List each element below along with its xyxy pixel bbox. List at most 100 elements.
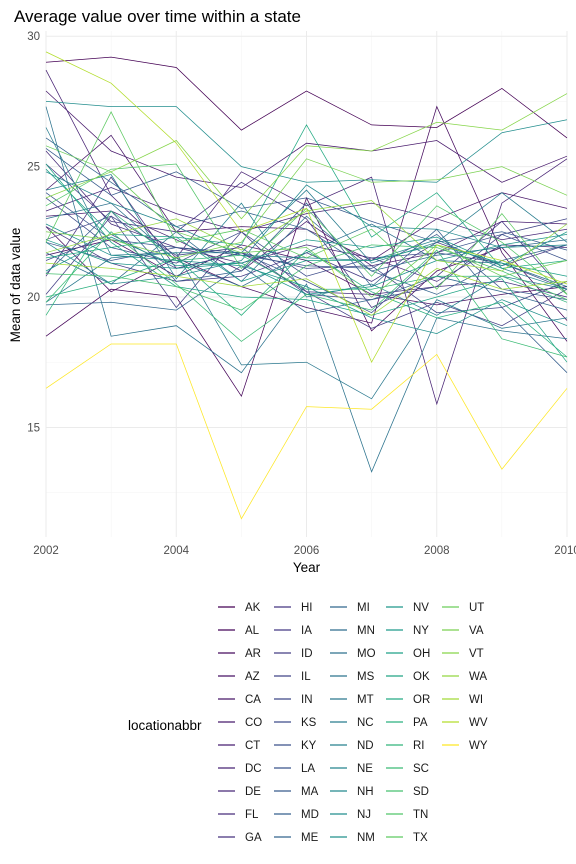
x-tick-label: 2002 — [33, 545, 59, 557]
series-line-sd — [45, 244, 568, 311]
legend-label-ok: OK — [413, 671, 430, 683]
series-line-sc — [45, 231, 568, 358]
series-line-me — [45, 137, 568, 295]
legend-label-ma: MA — [301, 786, 319, 798]
series-line-or — [45, 124, 568, 269]
series-line-ks — [45, 197, 568, 290]
legend-label-ne: NE — [357, 763, 373, 775]
y-axis-ticks: 15 20 25 30 — [27, 31, 40, 434]
series-line-md — [45, 202, 568, 373]
series-line-mi — [45, 265, 568, 314]
y-tick-label: 30 — [27, 31, 40, 43]
x-tick-label: 2004 — [163, 545, 189, 557]
x-axis-label: Year — [293, 560, 321, 575]
legend: AK AL AR AZ CA CO CT DC DE FL GA HI IA ID IL IN KS KY LA MA… — [218, 602, 488, 844]
legend-label-mi: MI — [357, 602, 370, 614]
x-tick-label: 2010 — [554, 545, 576, 557]
legend-label-ca: CA — [245, 694, 261, 706]
series-line-ny — [45, 231, 568, 272]
legend-label-mn: MN — [357, 625, 375, 637]
legend-label-va: VA — [469, 625, 484, 637]
series-line-mo — [45, 202, 568, 288]
legend-title: locationabbr — [128, 718, 202, 733]
legend-label-ia: IA — [301, 625, 312, 637]
legend-label-wi: WI — [469, 694, 483, 706]
legend-label-az: AZ — [245, 671, 260, 683]
legend-label-in: IN — [301, 694, 313, 706]
legend-label-vt: VT — [469, 648, 484, 660]
legend-label-tx: TX — [413, 832, 428, 844]
legend-label-mt: MT — [357, 694, 374, 706]
y-tick-label: 20 — [27, 292, 40, 304]
legend-label-il: IL — [301, 671, 311, 683]
legend-label-co: CO — [245, 717, 262, 729]
legend-label-wy: WY — [469, 740, 488, 752]
legend-label-ky: KY — [301, 740, 317, 752]
x-tick-label: 2008 — [424, 545, 450, 557]
legend-label-ms: MS — [357, 671, 375, 683]
series-line-co — [45, 90, 568, 188]
series-line-wa — [45, 200, 568, 272]
y-tick-label: 15 — [27, 422, 40, 434]
series-line-oh — [45, 168, 568, 282]
series-line-dc — [45, 69, 568, 406]
legend-label-ut: UT — [469, 602, 484, 614]
legend-label-nv: NV — [413, 602, 429, 614]
series-line-ok — [45, 163, 568, 363]
legend-label-dc: DC — [245, 763, 262, 775]
x-tick-label: 2006 — [294, 545, 320, 557]
legend-label-nh: NH — [357, 786, 374, 798]
legend-label-me: ME — [301, 832, 319, 844]
legend-label-nm: NM — [357, 832, 375, 844]
series-line-nd — [45, 174, 568, 316]
legend-label-ga: GA — [245, 832, 262, 844]
legend-label-ny: NY — [413, 625, 429, 637]
series-line-ct — [45, 210, 568, 272]
y-tick-label: 25 — [27, 162, 40, 174]
legend-label-ct: CT — [245, 740, 260, 752]
series-line-hi — [45, 163, 568, 308]
legend-label-sd: SD — [413, 786, 429, 798]
series-line-ri — [45, 210, 568, 316]
legend-label-ks: KS — [301, 717, 317, 729]
series-line-va — [45, 158, 568, 259]
series-line-wi — [45, 262, 568, 316]
series-line-wy — [45, 343, 568, 520]
legend-label-ar: AR — [245, 648, 261, 660]
y-axis-label: Mean of data value — [8, 228, 23, 343]
legend-label-nd: ND — [357, 740, 374, 752]
legend-label-mo: MO — [357, 648, 376, 660]
series-lines — [45, 51, 568, 520]
series-line-ar — [45, 105, 568, 342]
chart-title: Average value over time within a state — [14, 7, 301, 26]
legend-label-nj: NJ — [357, 809, 371, 821]
series-line-pa — [45, 249, 568, 358]
legend-label-pa: PA — [413, 717, 428, 729]
series-line-mt — [45, 252, 568, 400]
legend-label-wa: WA — [469, 671, 487, 683]
legend-label-al: AL — [245, 625, 260, 637]
series-line-nc — [45, 127, 568, 264]
series-line-nj — [45, 101, 568, 183]
series-line-wv — [45, 51, 568, 364]
legend-label-nc: NC — [357, 717, 374, 729]
legend-label-ri: RI — [413, 740, 425, 752]
legend-label-wv: WV — [469, 717, 488, 729]
x-axis-ticks: 2002 2004 2006 2008 2010 — [33, 545, 576, 557]
legend-label-sc: SC — [413, 763, 429, 775]
legend-label-ak: AK — [245, 602, 261, 614]
legend-label-de: DE — [245, 786, 261, 798]
series-line-ut — [45, 145, 568, 298]
legend-label-or: OR — [413, 694, 430, 706]
series-line-nh — [45, 184, 568, 285]
series-line-de — [45, 187, 568, 241]
legend-label-tn: TN — [413, 809, 428, 821]
series-line-vt — [45, 93, 568, 220]
legend-label-hi: HI — [301, 602, 313, 614]
series-line-tx — [45, 111, 568, 295]
series-line-ak — [45, 56, 568, 139]
legend-label-fl: FL — [245, 809, 259, 821]
legend-label-la: LA — [301, 763, 315, 775]
series-line-ma — [45, 148, 568, 251]
